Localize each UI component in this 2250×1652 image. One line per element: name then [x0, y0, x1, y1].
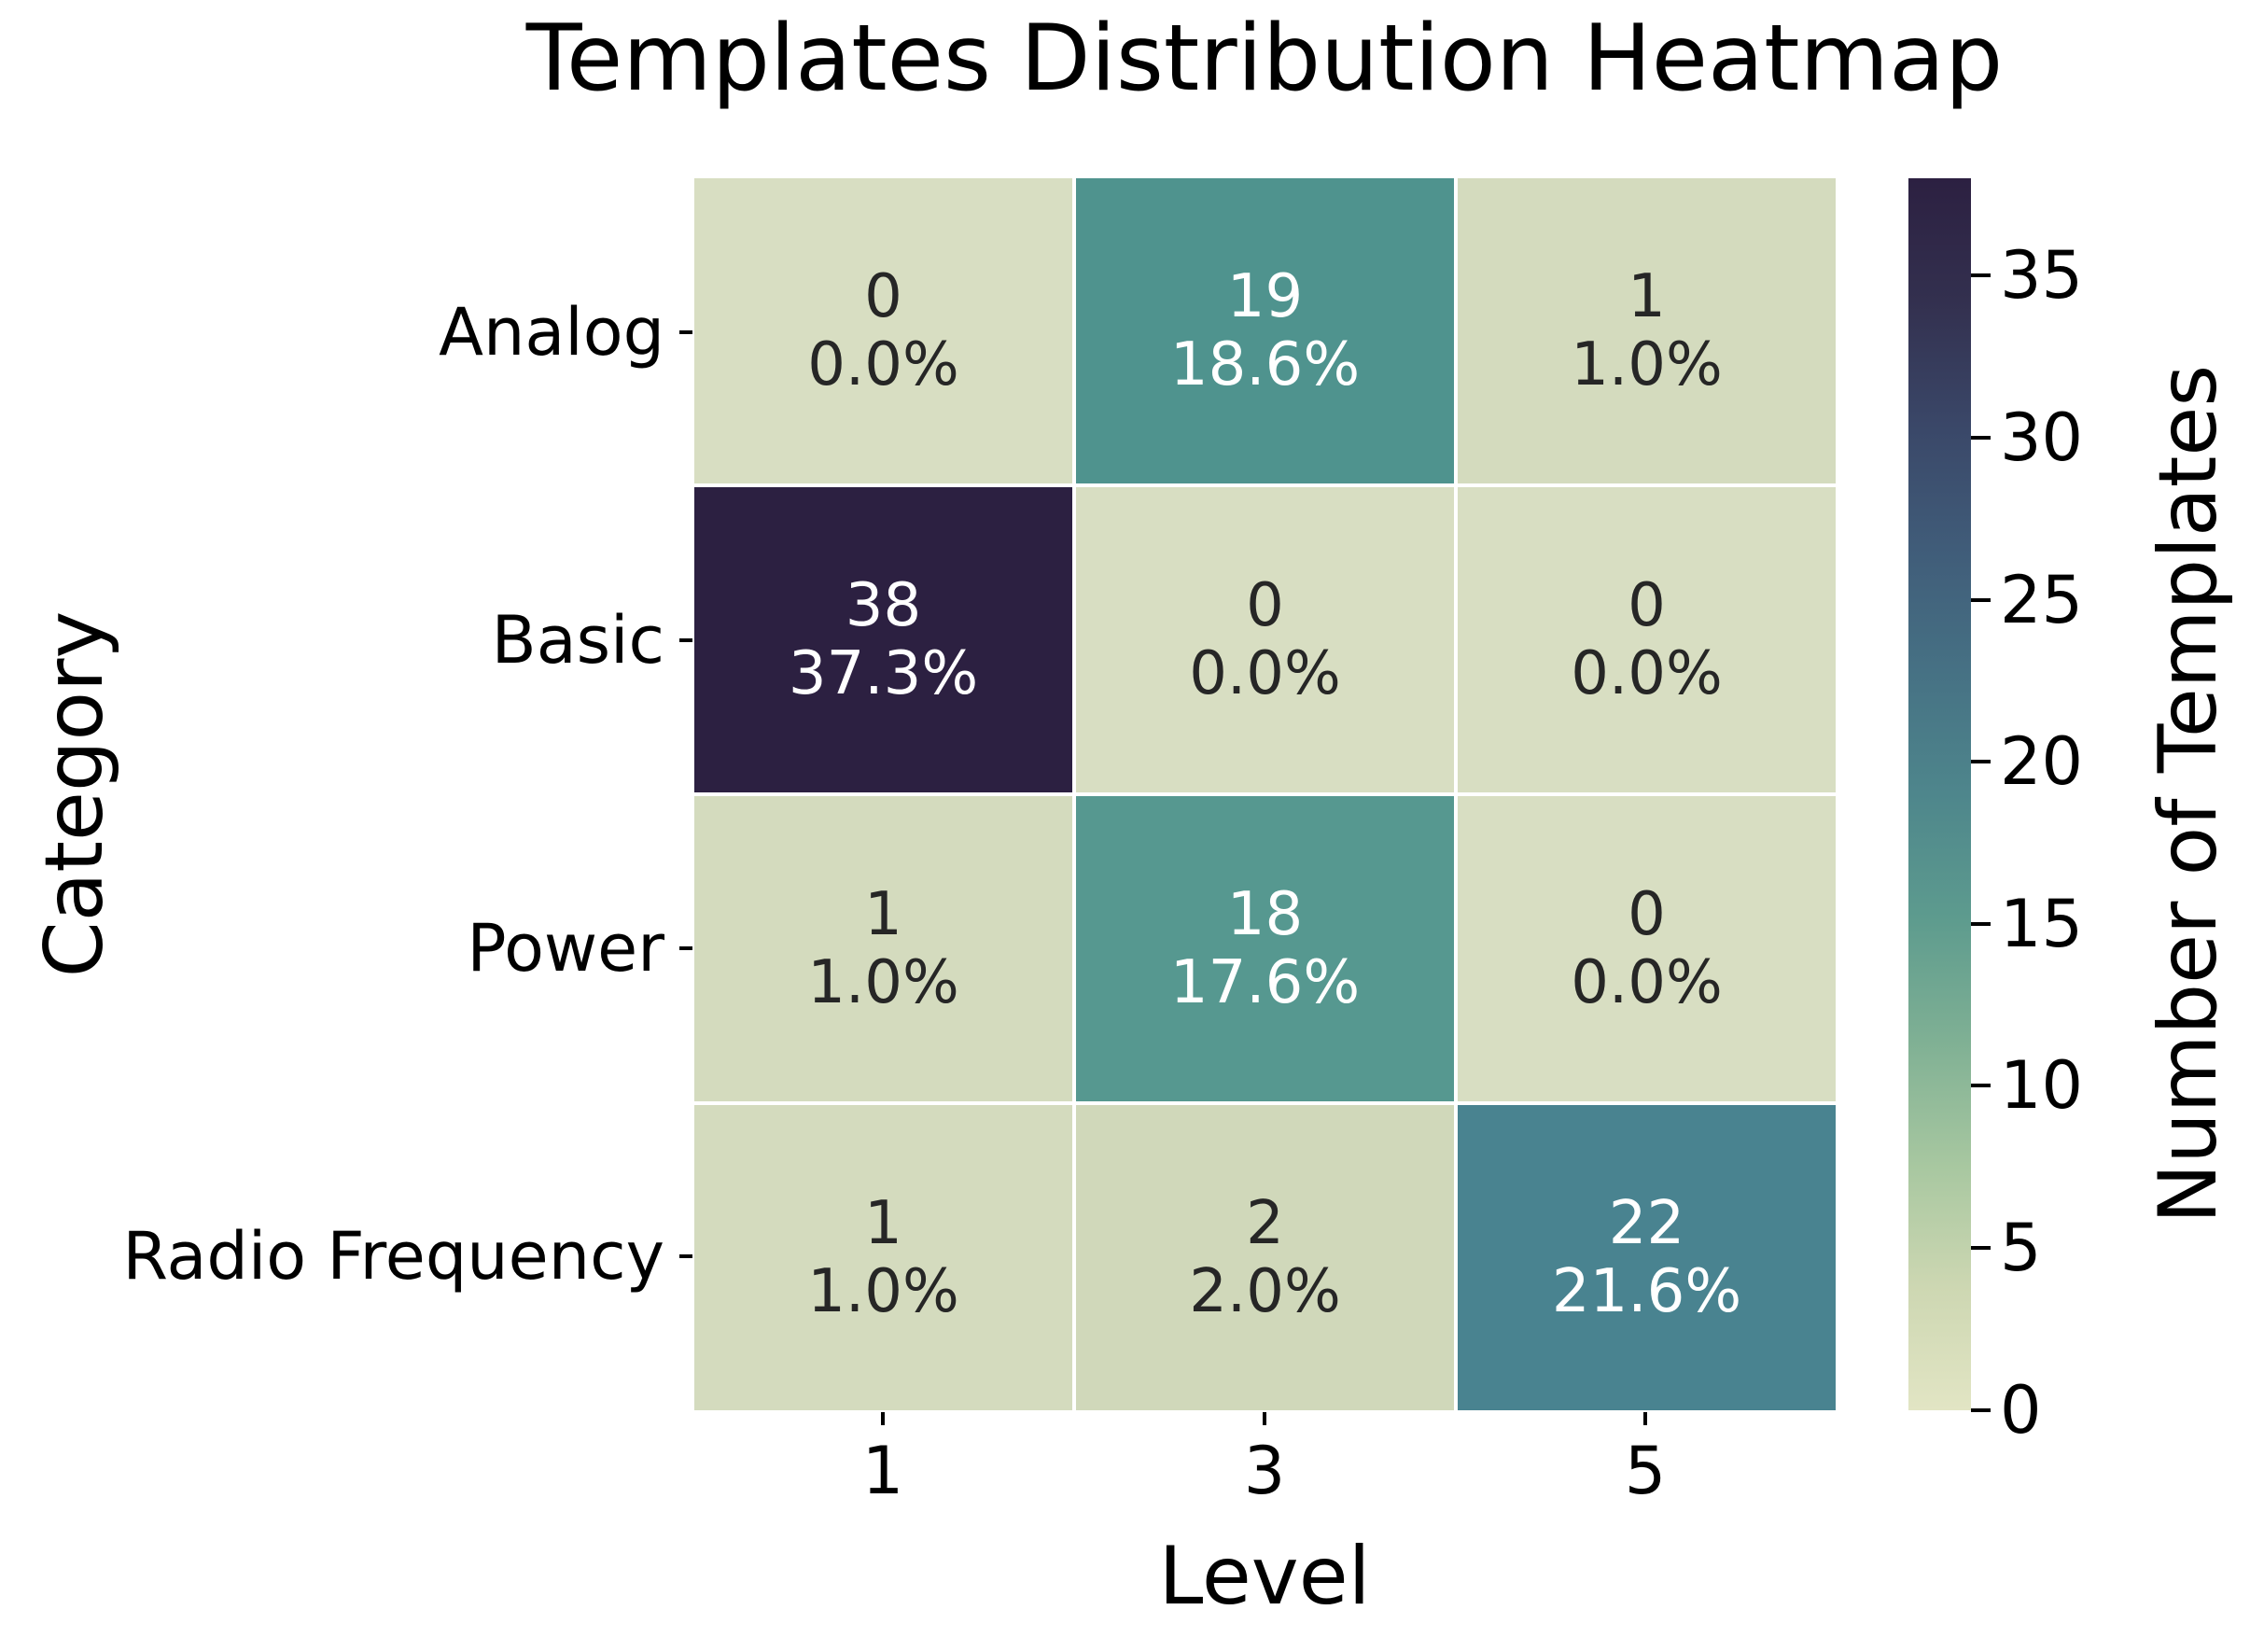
- ytick-analog: Analog: [439, 294, 664, 371]
- cell-percent: 17.6%: [1169, 947, 1361, 1017]
- cell-percent: 18.6%: [1169, 329, 1361, 399]
- colorbar-tick-mark: [1971, 922, 1991, 926]
- cell-count: 0: [864, 262, 902, 332]
- cell-count: 2: [1246, 1189, 1284, 1259]
- cell-count: 1: [864, 1189, 902, 1259]
- ytick-mark: [679, 330, 692, 334]
- cell-percent: 0.0%: [1189, 638, 1341, 708]
- colorbar-tick-mark: [1971, 436, 1991, 440]
- colorbar-tick-10: 10: [2000, 1047, 2084, 1124]
- cell-percent: 37.3%: [788, 638, 979, 708]
- cell-count: 18: [1226, 880, 1304, 950]
- colorbar-tick-20: 20: [2000, 723, 2084, 800]
- cell-count: 0: [1628, 880, 1666, 950]
- colorbar-tick-35: 35: [2000, 237, 2084, 314]
- chart-title: Templates Distribution Heatmap: [525, 6, 2004, 112]
- xtick-mark: [1643, 1412, 1647, 1425]
- cell-basic-5: 0 0.0%: [1458, 487, 1836, 792]
- colorbar: [1908, 178, 1971, 1410]
- colorbar-tick-5: 5: [2000, 1210, 2042, 1286]
- cell-basic-3: 0 0.0%: [1076, 487, 1454, 792]
- colorbar-tick-mark: [1971, 1408, 1991, 1412]
- cell-percent: 1.0%: [807, 1256, 959, 1326]
- ytick-basic: Basic: [491, 602, 664, 679]
- cell-count: 19: [1226, 262, 1304, 332]
- cell-percent: 2.0%: [1189, 1256, 1341, 1326]
- ytick-power: Power: [467, 910, 664, 987]
- cell-radio-frequency-5: 22 21.6%: [1458, 1105, 1836, 1410]
- cell-count: 38: [845, 571, 922, 641]
- cell-count: 0: [1628, 571, 1666, 641]
- colorbar-tick-mark: [1971, 760, 1991, 763]
- x-axis-label: Level: [1158, 1530, 1371, 1623]
- cell-percent: 0.0%: [807, 329, 959, 399]
- cell-percent: 0.0%: [1571, 947, 1723, 1017]
- colorbar-tick-30: 30: [2000, 399, 2084, 476]
- cell-power-5: 0 0.0%: [1458, 796, 1836, 1101]
- cell-percent: 0.0%: [1571, 638, 1723, 708]
- colorbar-tick-0: 0: [2000, 1372, 2042, 1449]
- cell-count: 1: [864, 880, 902, 950]
- ytick-mark: [679, 638, 692, 642]
- colorbar-tick-mark: [1971, 273, 1991, 277]
- xtick-mark: [1263, 1412, 1266, 1425]
- ytick-mark: [679, 1254, 692, 1258]
- colorbar-label: Number of Templates: [2142, 364, 2235, 1225]
- cell-power-1: 1 1.0%: [694, 796, 1072, 1101]
- colorbar-tick-mark: [1971, 1246, 1991, 1250]
- xtick-1: 1: [861, 1433, 904, 1509]
- cell-count: 1: [1628, 262, 1666, 332]
- cell-percent: 1.0%: [1571, 329, 1723, 399]
- cell-radio-frequency-1: 1 1.0%: [694, 1105, 1072, 1410]
- xtick-3: 3: [1243, 1433, 1286, 1509]
- cell-power-3: 18 17.6%: [1076, 796, 1454, 1101]
- cell-analog-5: 1 1.0%: [1458, 178, 1836, 483]
- cell-percent: 21.6%: [1551, 1256, 1742, 1326]
- cell-count: 0: [1246, 571, 1284, 641]
- colorbar-tick-15: 15: [2000, 886, 2084, 962]
- cell-basic-1: 38 37.3%: [694, 487, 1072, 792]
- colorbar-tick-mark: [1971, 598, 1991, 602]
- cell-percent: 1.0%: [807, 947, 959, 1017]
- colorbar-tick-25: 25: [2000, 562, 2084, 638]
- cell-analog-3: 19 18.6%: [1076, 178, 1454, 483]
- heatmap-grid: 0 0.0% 19 18.6% 1 1.0% 38 37.3% 0 0.0% 0…: [694, 178, 1836, 1410]
- ytick-radio-frequency: Radio Frequency: [122, 1218, 664, 1295]
- ytick-mark: [679, 946, 692, 950]
- cell-radio-frequency-3: 2 2.0%: [1076, 1105, 1454, 1410]
- xtick-5: 5: [1624, 1433, 1667, 1509]
- cell-count: 22: [1608, 1189, 1685, 1259]
- cell-analog-1: 0 0.0%: [694, 178, 1072, 483]
- xtick-mark: [881, 1412, 885, 1425]
- colorbar-tick-mark: [1971, 1084, 1991, 1087]
